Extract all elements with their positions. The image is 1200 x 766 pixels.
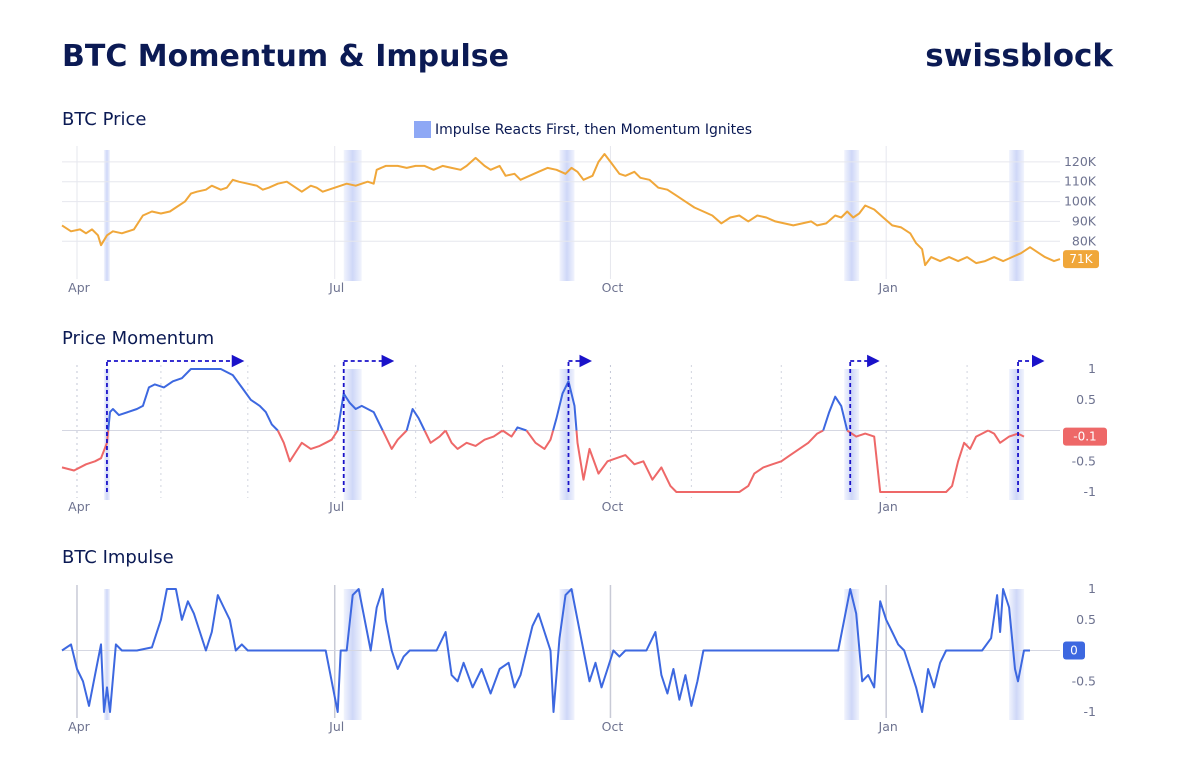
momentum-line-segment-12 — [525, 429, 555, 450]
brand-logo: swissblock — [925, 38, 1114, 74]
last-value-label: 71K — [1069, 252, 1093, 266]
momentum-line-segment-3 — [336, 392, 384, 431]
momentum-line-segment-14 — [575, 429, 824, 493]
y-tick-label-2: 100K — [1064, 194, 1097, 209]
y-tick-label-1: 110K — [1064, 174, 1097, 189]
highlight-band-2 — [559, 369, 575, 500]
price-panel-title: BTC Price — [62, 109, 147, 130]
last-value-badge — [1063, 641, 1085, 660]
highlight-band-3 — [844, 589, 860, 720]
x-tick-label-2: Oct — [602, 499, 624, 514]
x-tick-label-0: Apr — [68, 499, 90, 514]
highlight-band-4 — [1009, 150, 1025, 281]
momentum-panel-title: Price Momentum — [62, 328, 214, 349]
momentum-line-segment-13 — [552, 380, 578, 431]
y-tick-label-1: 0.5 — [1076, 392, 1096, 407]
y-tick-label-4: 80K — [1072, 233, 1097, 248]
momentum-line-segment-2 — [276, 429, 339, 463]
y-tick-label-1: 0.5 — [1076, 612, 1096, 627]
last-value-badge — [1063, 250, 1099, 269]
y-tick-label-3: -1 — [1084, 704, 1096, 719]
highlight-band-1 — [343, 150, 362, 281]
y-tick-label-2: -0.5 — [1072, 673, 1096, 688]
last-value-label: 0 — [1070, 644, 1078, 658]
y-tick-label-0: 1 — [1088, 361, 1096, 376]
highlight-band-0 — [103, 589, 110, 720]
momentum-line-segment-15 — [822, 395, 849, 431]
x-tick-label-2: Oct — [602, 280, 624, 295]
momentum-panel: Apr Jul Oct Jan 1 0.5 -0.5 -1 -0.1 — [61, 354, 1107, 514]
highlight-band-2 — [559, 150, 575, 281]
x-tick-label-0: Apr — [68, 280, 90, 295]
highlight-band-1 — [343, 589, 362, 720]
x-tick-label-2: Oct — [602, 719, 624, 734]
momentum-line-segment-16 — [846, 429, 989, 493]
last-value-badge — [1063, 427, 1107, 446]
highlight-band-4 — [1009, 589, 1025, 720]
x-tick-label-1: Jul — [328, 499, 344, 514]
momentum-line-segment-0 — [61, 430, 110, 472]
y-tick-label-2: -0.5 — [1072, 453, 1096, 468]
y-tick-label-0: 120K — [1064, 154, 1097, 169]
momentum-line-segment-5 — [405, 408, 426, 431]
x-tick-label-1: Jul — [328, 719, 344, 734]
highlight-band-2 — [559, 589, 575, 720]
page-title: BTC Momentum & Impulse — [62, 39, 509, 74]
y-tick-label-0: 1 — [1088, 581, 1096, 596]
y-tick-label-3: 90K — [1072, 213, 1097, 228]
momentum-line-segment-11 — [514, 426, 527, 432]
momentum-line-segment-10 — [502, 429, 517, 438]
x-tick-label-3: Jan — [878, 280, 898, 295]
y-tick-label-3: -1 — [1084, 484, 1096, 499]
momentum-line-segment-4 — [381, 429, 408, 450]
legend-label: Impulse Reacts First, then Momentum Igni… — [435, 122, 752, 138]
highlight-band-0 — [103, 150, 110, 281]
momentum-line-segment-6 — [423, 429, 447, 444]
momentum-line-segment-8 — [444, 429, 504, 450]
price-line — [61, 153, 1061, 267]
highlight-band-1 — [343, 369, 362, 500]
last-value-label: -0.1 — [1073, 430, 1096, 444]
impulse-panel-title: BTC Impulse — [62, 547, 174, 568]
x-tick-label-3: Jan — [878, 499, 898, 514]
impulse-panel: Apr Jul Oct Jan 1 0.5 -0.5 -1 0 — [61, 581, 1096, 734]
legend-swatch — [414, 121, 431, 138]
momentum-line-segment-1 — [107, 368, 279, 432]
x-tick-label-1: Jul — [328, 280, 344, 295]
x-tick-label-3: Jan — [878, 719, 898, 734]
x-tick-label-0: Apr — [68, 719, 90, 734]
price-panel: Apr Jul Oct Jan 120K 110K 100K 90K 80K 71K — [61, 146, 1099, 295]
momentum-line-segment-18 — [987, 429, 1025, 444]
impulse-line — [61, 588, 1030, 713]
